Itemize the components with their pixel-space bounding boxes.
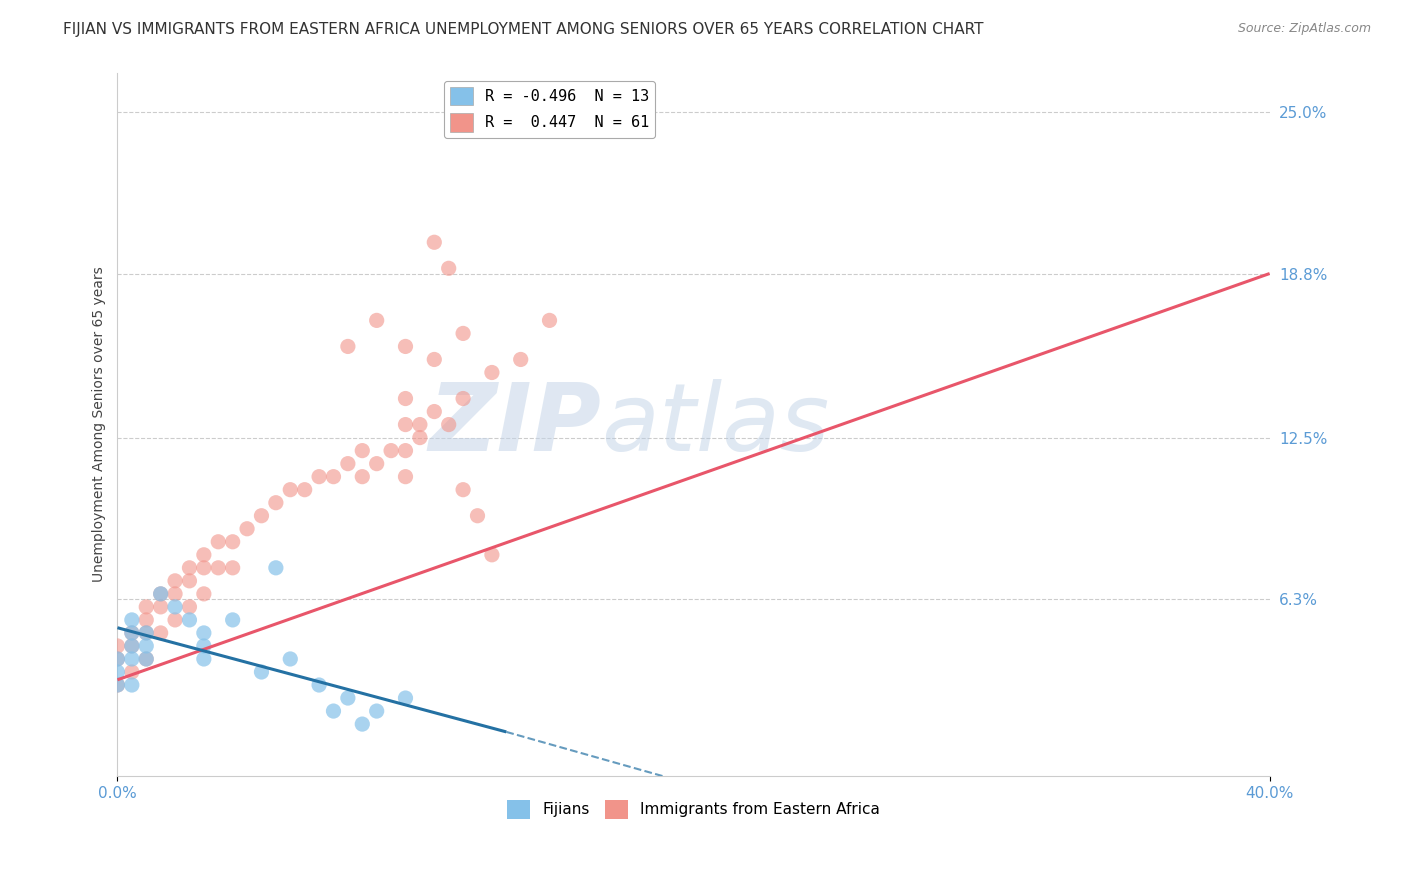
Point <box>451 483 474 497</box>
Y-axis label: Unemployment Among Seniors over 65 years: Unemployment Among Seniors over 65 years <box>93 267 107 582</box>
Point <box>221 561 243 575</box>
Point <box>135 626 157 640</box>
Point <box>322 469 344 483</box>
Point <box>179 599 201 614</box>
Point <box>538 313 561 327</box>
Point <box>264 561 287 575</box>
Point <box>165 599 187 614</box>
Point <box>409 417 432 432</box>
Point <box>107 652 129 666</box>
Point <box>221 613 243 627</box>
Point <box>135 626 157 640</box>
Point <box>409 431 432 445</box>
Text: ZIP: ZIP <box>429 378 602 471</box>
Legend: Fijians, Immigrants from Eastern Africa: Fijians, Immigrants from Eastern Africa <box>501 794 886 825</box>
Point <box>467 508 489 523</box>
Point <box>366 313 388 327</box>
Point <box>236 522 259 536</box>
Point <box>322 704 344 718</box>
Text: Source: ZipAtlas.com: Source: ZipAtlas.com <box>1237 22 1371 36</box>
Point <box>366 704 388 718</box>
Point <box>107 678 129 692</box>
Point <box>179 561 201 575</box>
Point <box>451 118 474 132</box>
Point <box>107 665 129 679</box>
Point <box>121 626 143 640</box>
Point <box>352 469 374 483</box>
Point <box>509 352 531 367</box>
Point <box>308 469 330 483</box>
Point <box>107 639 129 653</box>
Point <box>380 443 402 458</box>
Point <box>394 469 416 483</box>
Point <box>352 443 374 458</box>
Point <box>135 652 157 666</box>
Point <box>193 587 215 601</box>
Point <box>193 652 215 666</box>
Point <box>193 548 215 562</box>
Point <box>165 613 187 627</box>
Point <box>121 626 143 640</box>
Point <box>135 613 157 627</box>
Point <box>149 626 172 640</box>
Point <box>308 678 330 692</box>
Point <box>437 417 460 432</box>
Point <box>107 678 129 692</box>
Point <box>352 717 374 731</box>
Point <box>207 534 229 549</box>
Point <box>394 443 416 458</box>
Point <box>451 392 474 406</box>
Point <box>264 496 287 510</box>
Point <box>437 261 460 276</box>
Point <box>193 626 215 640</box>
Point <box>107 652 129 666</box>
Point <box>179 613 201 627</box>
Point <box>149 587 172 601</box>
Point <box>121 652 143 666</box>
Point <box>394 392 416 406</box>
Point <box>121 639 143 653</box>
Point <box>394 339 416 353</box>
Point <box>221 534 243 549</box>
Point <box>121 665 143 679</box>
Point <box>423 235 446 250</box>
Point <box>165 574 187 588</box>
Text: atlas: atlas <box>602 379 830 470</box>
Point <box>179 574 201 588</box>
Point <box>250 665 273 679</box>
Point <box>135 599 157 614</box>
Point <box>336 457 359 471</box>
Point <box>149 587 172 601</box>
Point <box>149 599 172 614</box>
Point <box>423 404 446 418</box>
Point <box>278 652 301 666</box>
Point <box>193 561 215 575</box>
Point <box>207 561 229 575</box>
Point <box>481 548 503 562</box>
Point <box>121 613 143 627</box>
Point <box>250 508 273 523</box>
Point <box>366 457 388 471</box>
Point <box>336 339 359 353</box>
Point <box>336 691 359 706</box>
Point <box>481 366 503 380</box>
Point <box>394 691 416 706</box>
Point <box>193 639 215 653</box>
Point <box>278 483 301 497</box>
Point <box>121 639 143 653</box>
Point <box>135 652 157 666</box>
Text: FIJIAN VS IMMIGRANTS FROM EASTERN AFRICA UNEMPLOYMENT AMONG SENIORS OVER 65 YEAR: FIJIAN VS IMMIGRANTS FROM EASTERN AFRICA… <box>63 22 984 37</box>
Point <box>423 352 446 367</box>
Point <box>394 417 416 432</box>
Point <box>165 587 187 601</box>
Point <box>121 678 143 692</box>
Point <box>451 326 474 341</box>
Point <box>294 483 316 497</box>
Point <box>135 639 157 653</box>
